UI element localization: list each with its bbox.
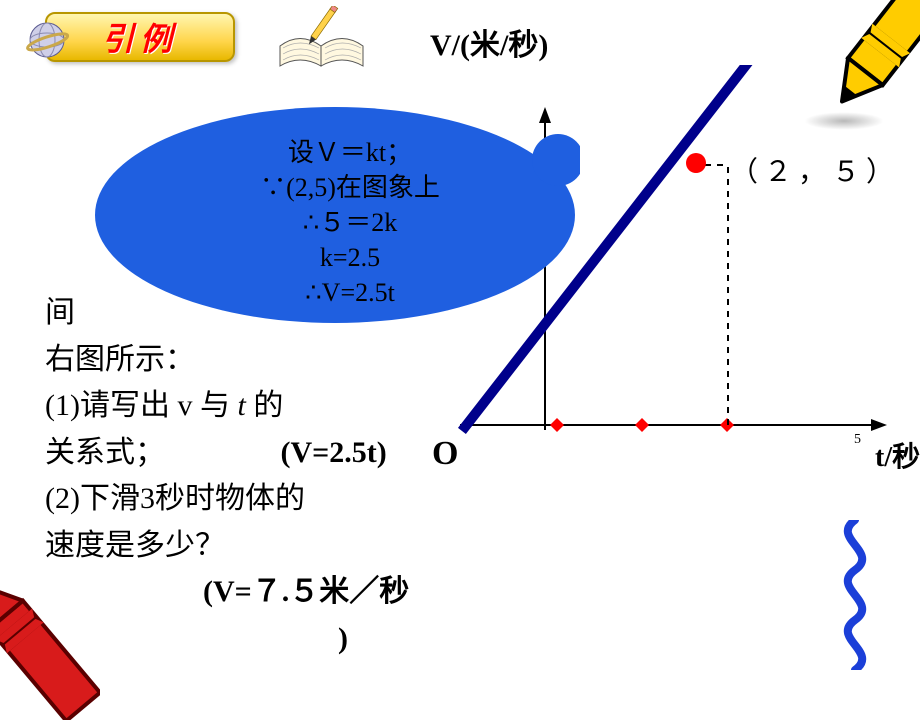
- q1-b: 的: [246, 389, 284, 422]
- speech-content: 设Ｖ＝kt； ∵(2,5)在图象上 ∴５＝2k k=2.5 ∴V=2.5t: [180, 135, 520, 310]
- body-line-b: 右图所示：: [45, 343, 195, 376]
- q1-a: (1)请写出 v 与: [45, 389, 237, 422]
- problem-text: 间 右图所示： (1)请写出 v 与 t 的 关系式； (V=2.5t) (2)…: [45, 290, 465, 662]
- answer-1: (V=2.5t): [281, 436, 387, 469]
- bubble-line-4: k=2.5: [180, 240, 520, 275]
- q2-b: 速度是多少？: [45, 529, 225, 562]
- answer-2-close: ): [203, 616, 483, 663]
- x-axis-label: t/秒: [875, 435, 920, 475]
- header-badge: 引例: [45, 12, 235, 62]
- y-axis-label: V/(米/秒): [430, 20, 548, 64]
- bubble-line-1: 设Ｖ＝kt；: [180, 135, 520, 170]
- answer-2: (V=７.５米／秒: [203, 569, 409, 616]
- body-line-a: 间: [45, 296, 75, 329]
- bubble-line-2: ∵(2,5)在图象上: [180, 170, 520, 205]
- q2-a: (2)下滑3秒时物体的: [45, 476, 465, 523]
- q1-c: 关系式；: [45, 436, 165, 469]
- squiggle-icon: [825, 520, 885, 670]
- book-icon: [275, 6, 370, 74]
- q1-t: t: [237, 389, 245, 422]
- header-label: 引例: [102, 14, 178, 60]
- globe-icon: [25, 18, 69, 62]
- bubble-line-3: ∴５＝2k: [180, 205, 520, 240]
